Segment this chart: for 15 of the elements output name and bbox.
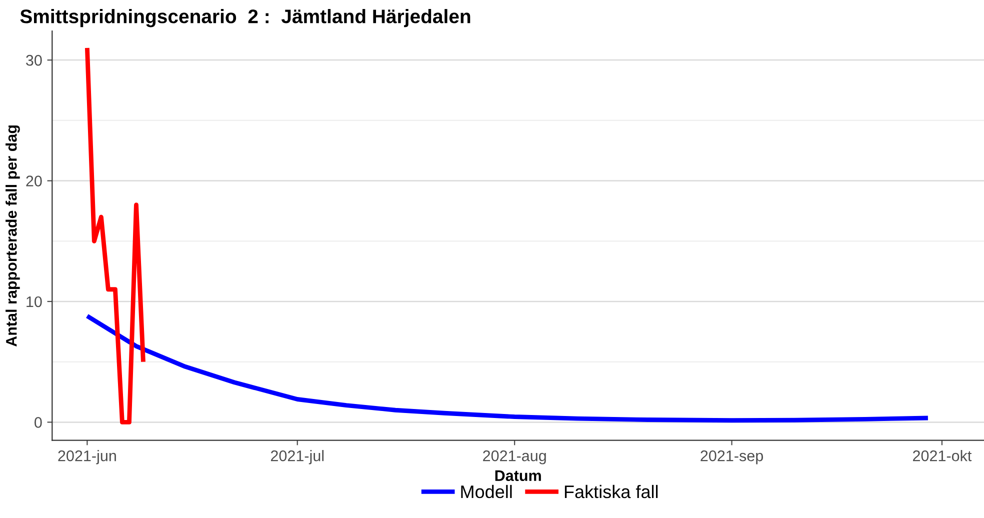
x-tick-label: 2021-aug [483, 450, 546, 464]
x-tick-label: 2021-jun [58, 450, 116, 464]
y-tick-label: 30 [26, 54, 42, 66]
x-tick-label: 2021-jul [270, 450, 324, 464]
x-axis-title: Datum [495, 470, 541, 482]
x-tick-label: 2021-okt [913, 450, 972, 462]
line-series [84, 46, 146, 424]
y-tick-label: 10 [26, 296, 42, 308]
y-axis-title: Antal rapporterade fall per dag [6, 125, 20, 347]
x-tick-label: 2021-sep [700, 450, 763, 464]
legend-label: Modell [461, 484, 512, 498]
y-tick-label: 0 [34, 417, 42, 428]
legend-label: Faktiska fall [564, 484, 658, 498]
chart-title: Smittspridningscenario 2 : Jämtland Härjedalen [20, 9, 470, 28]
y-tick-label: 20 [26, 176, 42, 186]
